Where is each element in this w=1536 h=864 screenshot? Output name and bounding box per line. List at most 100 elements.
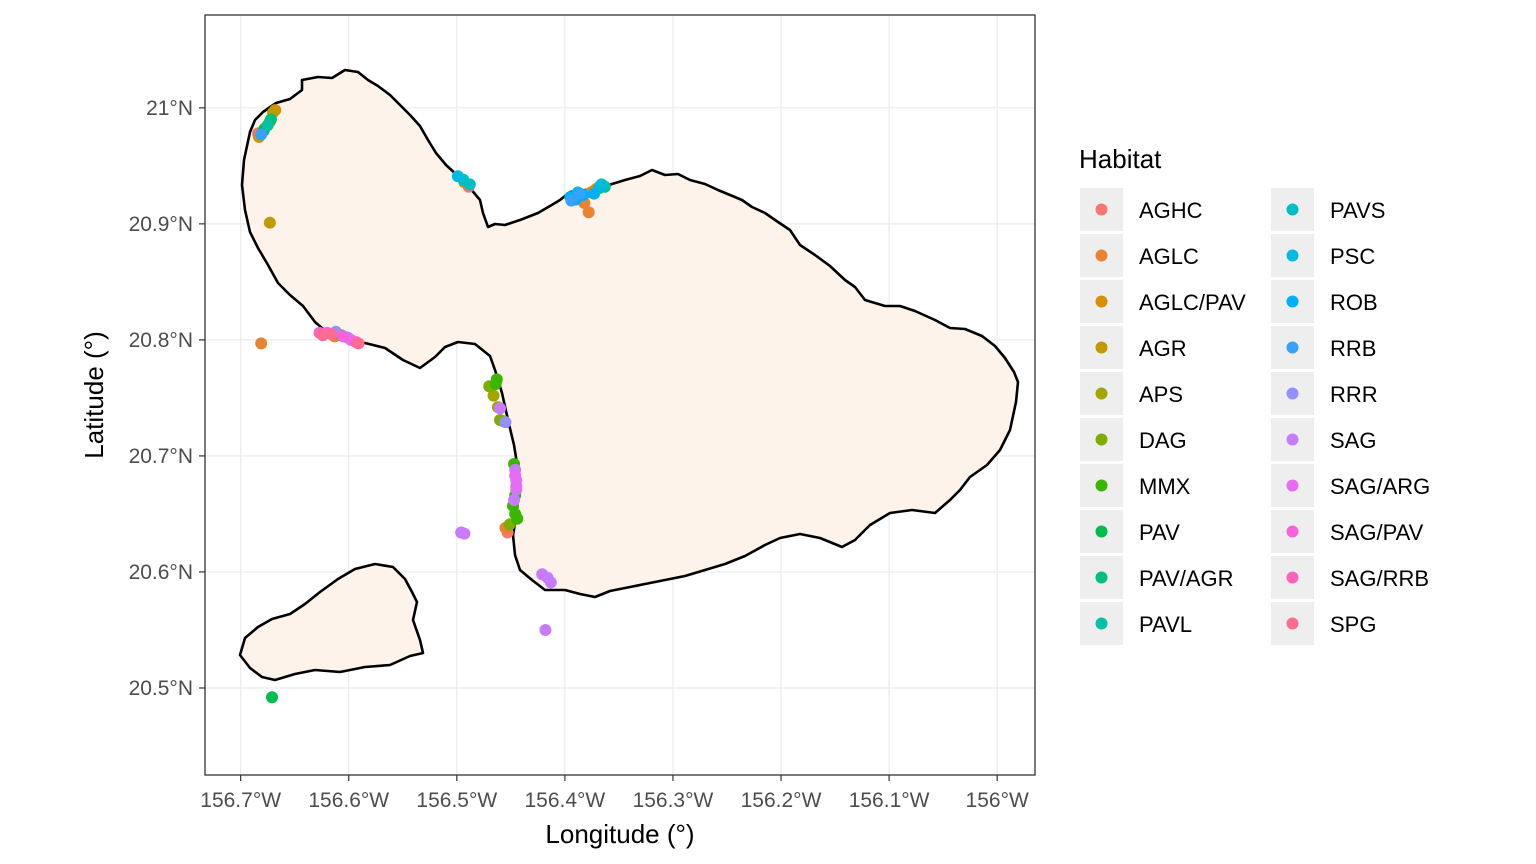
- panel-border: [204, 14, 1036, 776]
- legend-item: APS: [1080, 372, 1183, 415]
- x-tick-label: 156.1°W: [849, 789, 930, 812]
- legend-item: AGR: [1080, 326, 1187, 369]
- legend-item: PSC: [1271, 234, 1375, 277]
- y-axis: 20.5°N 20.6°N 20.7°N 20.8°N 20.9°N 21°N: [129, 97, 205, 700]
- habitat-point: [574, 187, 587, 200]
- legend-label: PSC: [1330, 244, 1375, 269]
- legend-dot: [1286, 387, 1299, 400]
- x-tick-label: 156.6°W: [308, 789, 389, 812]
- x-tick-label: 156.2°W: [741, 789, 822, 812]
- x-axis-title: Longitude (°): [545, 819, 694, 849]
- legend-label: SAG/RRB: [1330, 566, 1429, 591]
- habitat-point: [266, 691, 279, 704]
- legend-label: AGR: [1139, 336, 1187, 361]
- legend-item: PAVS: [1271, 188, 1385, 231]
- legend-dot: [1095, 249, 1108, 262]
- legend-item: PAVL: [1080, 602, 1192, 645]
- legend-dot: [1286, 295, 1299, 308]
- habitat-points: [251, 104, 611, 704]
- legend-label: PAVL: [1139, 612, 1192, 637]
- y-tick-label: 20.8°N: [129, 329, 193, 352]
- y-axis-title: Latitude (°): [79, 331, 109, 458]
- legend-item: MMX: [1080, 464, 1191, 507]
- y-tick-label: 20.5°N: [129, 677, 193, 700]
- legend-item: RRB: [1271, 326, 1376, 369]
- legend-item: PAV: [1080, 510, 1180, 553]
- habitat-point: [487, 389, 500, 402]
- legend-dot: [1286, 617, 1299, 630]
- legend-item: SAG/RRB: [1271, 556, 1429, 599]
- legend-dot: [1095, 479, 1108, 492]
- legend-dot: [1286, 203, 1299, 216]
- habitat-point: [594, 179, 607, 192]
- legend-label: SPG: [1330, 612, 1376, 637]
- legend-label: APS: [1139, 382, 1183, 407]
- habitat-point: [263, 216, 276, 229]
- habitat-point: [544, 576, 557, 589]
- x-tick-label: 156°W: [966, 789, 1029, 812]
- y-tick-label: 20.9°N: [129, 213, 193, 236]
- habitat-point: [494, 402, 507, 415]
- legend-item: AGLC: [1080, 234, 1199, 277]
- habitat-point: [458, 527, 471, 540]
- habitat-point: [582, 206, 595, 219]
- legend-item: SAG/PAV: [1271, 510, 1424, 553]
- habitat-point: [509, 469, 522, 482]
- legend-dot: [1095, 203, 1108, 216]
- legend-dot: [1095, 341, 1108, 354]
- legend-label: RRR: [1330, 382, 1378, 407]
- legend-label: AGLC/PAV: [1139, 290, 1246, 315]
- legend-dot: [1095, 571, 1108, 584]
- legend-label: PAV: [1139, 520, 1180, 545]
- legend-label: AGLC: [1139, 244, 1199, 269]
- x-tick-label: 156.5°W: [416, 789, 497, 812]
- legend-label: AGHC: [1139, 198, 1203, 223]
- x-tick-label: 156.4°W: [524, 789, 605, 812]
- habitat-point: [539, 623, 552, 636]
- legend-item: PAV/AGR: [1080, 556, 1234, 599]
- legend-label: SAG/ARG: [1330, 474, 1430, 499]
- legend-item: AGHC: [1080, 188, 1203, 231]
- legend-dot: [1095, 387, 1108, 400]
- y-tick-label: 20.6°N: [129, 561, 193, 584]
- legend-label: RRB: [1330, 336, 1376, 361]
- legend-dot: [1095, 617, 1108, 630]
- legend-title: Habitat: [1079, 144, 1162, 174]
- legend-label: SAG/PAV: [1330, 520, 1424, 545]
- legend-dot: [1286, 525, 1299, 538]
- legend-label: PAVS: [1330, 198, 1385, 223]
- habitat-point: [463, 178, 476, 191]
- legend-dot: [1095, 295, 1108, 308]
- legend-dot: [1095, 525, 1108, 538]
- habitat-point: [337, 330, 350, 343]
- habitat-point: [588, 187, 601, 200]
- legend: Habitat AGHC AGLC AGLC/PAV AGR APS DAG MMX PAV P…: [1079, 144, 1430, 645]
- habitat-point: [255, 337, 268, 350]
- legend-label: MMX: [1139, 474, 1191, 499]
- habitat-point: [508, 494, 521, 507]
- legend-dot: [1286, 479, 1299, 492]
- habitat-point: [255, 128, 268, 141]
- legend-item: AGLC/PAV: [1080, 280, 1246, 323]
- habitat-point: [352, 337, 365, 350]
- habitat-point: [565, 194, 578, 207]
- kahoolawe-landmass: [238, 562, 425, 682]
- y-tick-label: 20.7°N: [129, 445, 193, 468]
- legend-item: RRR: [1271, 372, 1378, 415]
- legend-label: SAG: [1330, 428, 1376, 453]
- legend-label: ROB: [1330, 290, 1378, 315]
- legend-item: ROB: [1271, 280, 1378, 323]
- habitat-point: [511, 512, 524, 525]
- legend-dot: [1286, 341, 1299, 354]
- x-tick-label: 156.3°W: [633, 789, 714, 812]
- habitat-point: [451, 170, 464, 183]
- x-axis: 156.7°W 156.6°W 156.5°W 156.4°W 156.3°W 156.2…: [200, 775, 1029, 812]
- y-tick-label: 21°N: [146, 97, 193, 120]
- legend-item: SAG: [1271, 418, 1376, 461]
- habitat-point: [325, 328, 338, 341]
- legend-label: PAV/AGR: [1139, 566, 1234, 591]
- legend-dot: [1286, 433, 1299, 446]
- habitat-point: [510, 480, 523, 493]
- habitat-point: [489, 377, 502, 390]
